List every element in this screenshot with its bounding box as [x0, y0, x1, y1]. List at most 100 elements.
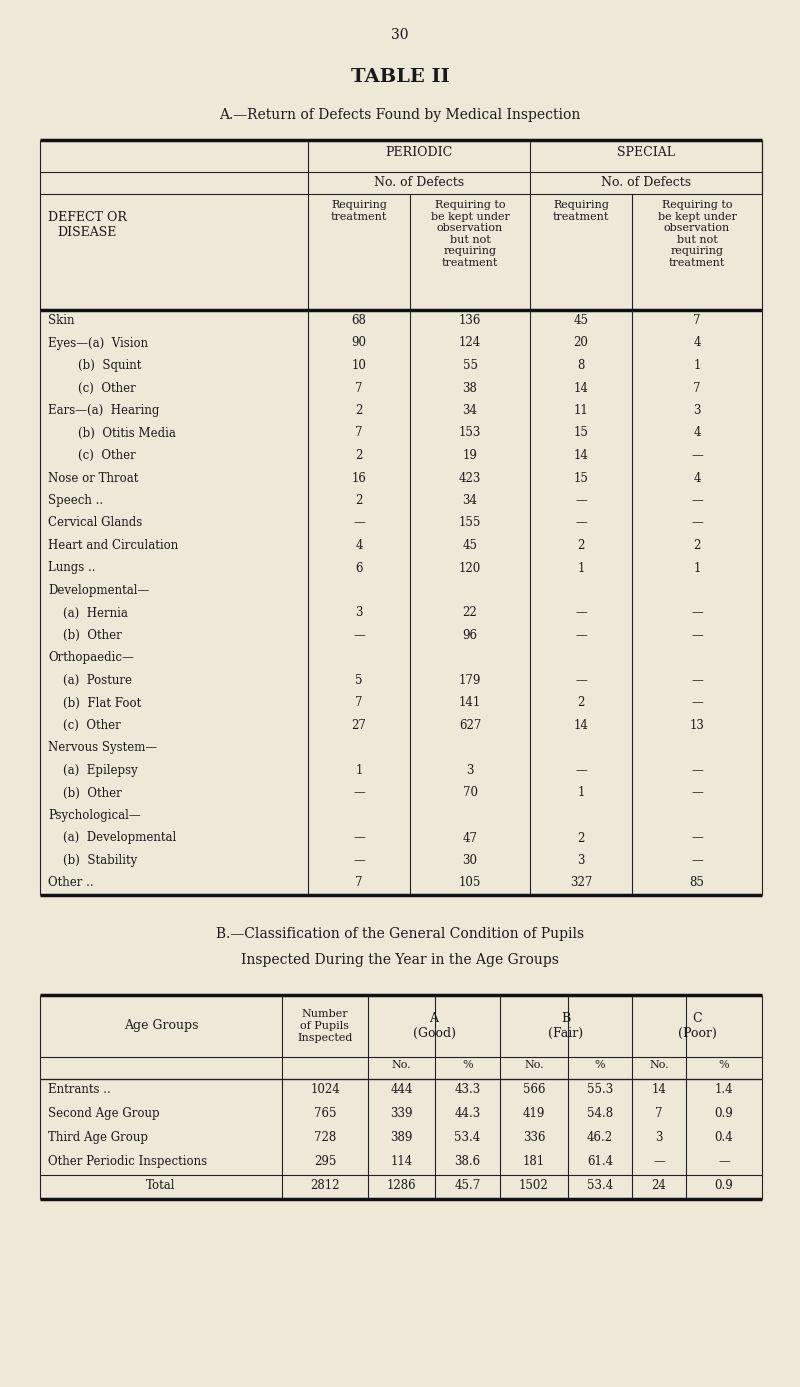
Text: 19: 19 [462, 449, 478, 462]
Text: (b)  Stability: (b) Stability [48, 854, 138, 867]
Text: 2: 2 [355, 404, 362, 417]
Text: Entrants ..: Entrants .. [48, 1083, 110, 1096]
Text: —: — [691, 831, 703, 845]
Text: —: — [575, 494, 587, 508]
Text: 3: 3 [655, 1130, 662, 1144]
Text: 2: 2 [578, 831, 585, 845]
Text: 1: 1 [694, 562, 701, 574]
Text: 15: 15 [574, 426, 589, 440]
Text: (b)  Other: (b) Other [48, 786, 122, 799]
Text: Lungs ..: Lungs .. [48, 562, 95, 574]
Text: 566: 566 [522, 1083, 546, 1096]
Text: 4: 4 [694, 472, 701, 484]
Text: (a)  Hernia: (a) Hernia [48, 606, 128, 620]
Text: 155: 155 [459, 516, 481, 530]
Text: Skin: Skin [48, 313, 74, 327]
Text: 6: 6 [355, 562, 362, 574]
Text: Inspected During the Year in the Age Groups: Inspected During the Year in the Age Gro… [241, 953, 559, 967]
Text: 46.2: 46.2 [587, 1130, 613, 1144]
Text: Orthopaedic—: Orthopaedic— [48, 652, 134, 664]
Text: —: — [353, 628, 365, 642]
Text: (a)  Developmental: (a) Developmental [48, 831, 176, 845]
Text: (b)  Flat Foot: (b) Flat Foot [48, 696, 142, 710]
Text: 55.3: 55.3 [587, 1083, 613, 1096]
Text: (a)  Posture: (a) Posture [48, 674, 132, 687]
Text: 2: 2 [355, 494, 362, 508]
Text: 13: 13 [690, 718, 705, 732]
Text: No.: No. [649, 1060, 669, 1069]
Text: —: — [353, 854, 365, 867]
Text: 124: 124 [459, 337, 481, 350]
Text: DEFECT OR
DISEASE: DEFECT OR DISEASE [48, 211, 127, 239]
Text: 14: 14 [574, 449, 589, 462]
Text: 11: 11 [574, 404, 588, 417]
Text: 30: 30 [462, 854, 478, 867]
Text: Nose or Throat: Nose or Throat [48, 472, 138, 484]
Text: 5: 5 [355, 674, 362, 687]
Text: —: — [575, 628, 587, 642]
Text: No. of Defects: No. of Defects [374, 176, 464, 189]
Text: 47: 47 [462, 831, 478, 845]
Text: 2: 2 [355, 449, 362, 462]
Text: 141: 141 [459, 696, 481, 710]
Text: Age Groups: Age Groups [124, 1019, 198, 1032]
Text: 3: 3 [578, 854, 585, 867]
Text: 15: 15 [574, 472, 589, 484]
Text: 728: 728 [314, 1130, 336, 1144]
Text: 7: 7 [655, 1107, 662, 1119]
Text: Total: Total [146, 1179, 176, 1191]
Text: —: — [575, 606, 587, 620]
Text: —: — [575, 674, 587, 687]
Text: 0.9: 0.9 [714, 1107, 734, 1119]
Text: %: % [594, 1060, 606, 1069]
Text: 14: 14 [574, 381, 589, 394]
Text: 120: 120 [459, 562, 481, 574]
Text: 2: 2 [694, 540, 701, 552]
Text: —: — [718, 1155, 730, 1168]
Text: 20: 20 [574, 337, 589, 350]
Text: Requiring
treatment: Requiring treatment [331, 200, 387, 222]
Text: Second Age Group: Second Age Group [48, 1107, 160, 1119]
Text: B.—Classification of the General Condition of Pupils: B.—Classification of the General Conditi… [216, 927, 584, 940]
Text: 45.7: 45.7 [454, 1179, 481, 1191]
Text: 136: 136 [459, 313, 481, 327]
Text: Requiring
treatment: Requiring treatment [553, 200, 609, 222]
Text: 2: 2 [578, 540, 585, 552]
Text: 30: 30 [391, 28, 409, 42]
Text: 4: 4 [355, 540, 362, 552]
Text: —: — [691, 786, 703, 799]
Text: —: — [691, 449, 703, 462]
Text: 3: 3 [355, 606, 362, 620]
Text: Ears—(a)  Hearing: Ears—(a) Hearing [48, 404, 159, 417]
Text: No. of Defects: No. of Defects [601, 176, 691, 189]
Text: 61.4: 61.4 [587, 1155, 613, 1168]
Text: Cervical Glands: Cervical Glands [48, 516, 142, 530]
Text: Speech ..: Speech .. [48, 494, 103, 508]
Text: 7: 7 [694, 381, 701, 394]
Text: 54.8: 54.8 [587, 1107, 613, 1119]
Text: 34: 34 [462, 404, 478, 417]
Text: 327: 327 [570, 877, 592, 889]
Text: 339: 339 [390, 1107, 413, 1119]
Text: —: — [575, 516, 587, 530]
Text: (b)  Squint: (b) Squint [48, 359, 142, 372]
Text: 1.4: 1.4 [714, 1083, 734, 1096]
Text: PERIODIC: PERIODIC [386, 146, 453, 160]
Text: 14: 14 [651, 1083, 666, 1096]
Text: 14: 14 [574, 718, 589, 732]
Text: 419: 419 [523, 1107, 545, 1119]
Text: 0.4: 0.4 [714, 1130, 734, 1144]
Text: Nervous System—: Nervous System— [48, 742, 157, 755]
Text: 8: 8 [578, 359, 585, 372]
Text: —: — [653, 1155, 665, 1168]
Text: 45: 45 [462, 540, 478, 552]
Text: 627: 627 [459, 718, 481, 732]
Text: (a)  Epilepsy: (a) Epilepsy [48, 764, 138, 777]
Text: 1286: 1286 [386, 1179, 416, 1191]
Text: 16: 16 [351, 472, 366, 484]
Text: 336: 336 [522, 1130, 546, 1144]
Text: 85: 85 [690, 877, 705, 889]
Text: —: — [691, 494, 703, 508]
Text: —: — [353, 516, 365, 530]
Text: 22: 22 [462, 606, 478, 620]
